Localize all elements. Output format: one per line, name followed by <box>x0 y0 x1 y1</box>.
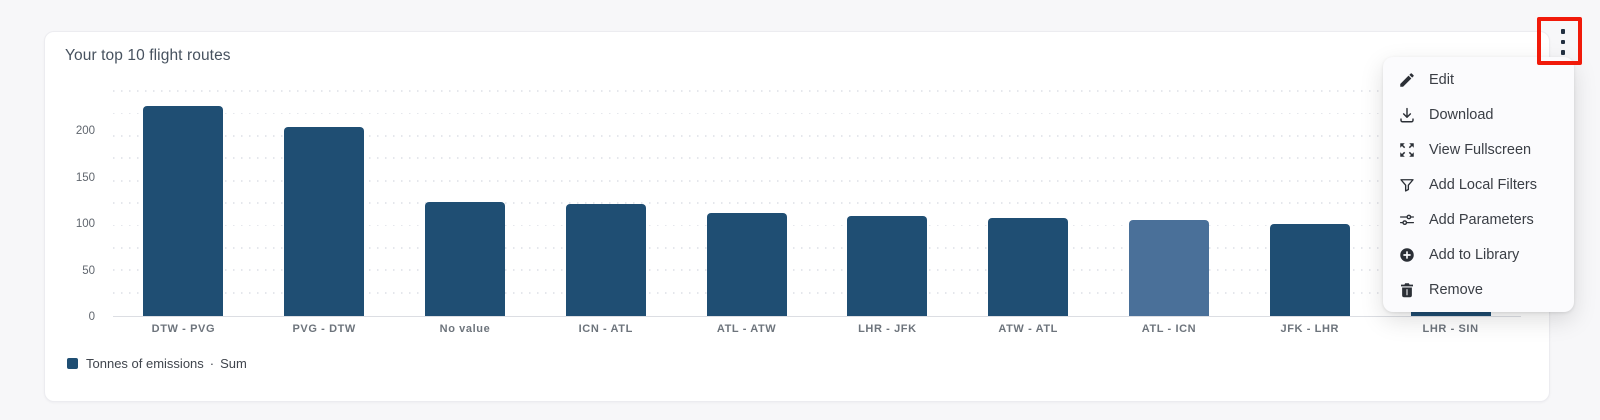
chart-card: Your top 10 flight routes 0 50 100 150 200 D… <box>44 31 1550 402</box>
menu-item-remove[interactable]: Remove <box>1383 272 1574 307</box>
bar-atl-atw[interactable] <box>706 212 787 316</box>
fullscreen-expand-icon <box>1398 141 1416 159</box>
trash-icon <box>1398 281 1416 299</box>
add-circle-icon <box>1398 246 1416 264</box>
context-menu: Edit Download View Fullscreen Add Local Fil… <box>1383 57 1574 312</box>
kebab-menu-icon <box>1560 29 1566 34</box>
bar-slot <box>817 91 958 316</box>
legend-marker-icon <box>67 358 78 369</box>
chart-title: Your top 10 flight routes <box>65 47 231 64</box>
filter-funnel-icon <box>1398 176 1416 194</box>
y-axis: 0 50 100 150 200 <box>45 91 103 323</box>
bar-series <box>113 91 1521 316</box>
legend-aggregation: Sum <box>220 356 247 371</box>
y-axis-tick: 200 <box>75 125 95 137</box>
sliders-icon <box>1398 211 1416 229</box>
bar-slot <box>395 91 536 316</box>
x-axis-label: PVG - DTW <box>292 323 356 335</box>
edit-pencil-icon <box>1398 71 1416 89</box>
menu-item-label: View Fullscreen <box>1429 141 1532 158</box>
y-axis-tick: 50 <box>82 264 95 277</box>
x-axis-label: ATW - ATL <box>998 323 1058 335</box>
menu-item-download[interactable]: Download <box>1383 97 1574 132</box>
x-axis-label: LHR - JFK <box>858 323 917 335</box>
x-axis: DTW - PVG PVG - DTW No value ICN - ATL ATL -… <box>113 323 1521 335</box>
bar-slot <box>676 91 817 316</box>
bar-slot <box>254 91 395 316</box>
legend-separator: · <box>209 356 215 371</box>
bar-icn-atl[interactable] <box>565 204 646 316</box>
bar-jfk-lhr[interactable] <box>1269 223 1350 316</box>
kebab-menu-button[interactable] <box>1549 22 1577 62</box>
y-axis-tick: 0 <box>88 311 95 323</box>
menu-item-label: Add to Library <box>1429 246 1520 263</box>
menu-item-add-local-filters[interactable]: Add Local Filters <box>1383 167 1574 202</box>
legend-label: Tonnes of emissions · Sum <box>86 356 247 371</box>
bar-slot <box>535 91 676 316</box>
bar-dtw-pvg[interactable] <box>143 105 224 316</box>
bar-slot <box>1099 91 1240 316</box>
x-axis-label: ATL - ATW <box>716 323 777 335</box>
menu-item-label: Remove <box>1429 281 1483 298</box>
x-axis-label: LHR - SIN <box>1422 323 1479 335</box>
bar-atw-atl[interactable] <box>988 218 1069 316</box>
y-axis-tick: 150 <box>75 171 95 184</box>
menu-item-edit[interactable]: Edit <box>1383 62 1574 97</box>
bar-slot <box>113 91 254 316</box>
x-axis-label: ICN - ATL <box>578 323 633 335</box>
bar-slot <box>1239 91 1380 316</box>
menu-item-add-parameters[interactable]: Add Parameters <box>1383 202 1574 237</box>
menu-item-view-fullscreen[interactable]: View Fullscreen <box>1383 132 1574 167</box>
bar-pvg-dtw[interactable] <box>284 127 365 316</box>
x-axis-label: ATL - ICN <box>1141 323 1197 335</box>
x-axis-label: DTW - PVG <box>151 323 216 335</box>
menu-item-label: Add Local Filters <box>1429 176 1537 193</box>
x-axis-label: JFK - LHR <box>1280 323 1340 335</box>
download-icon <box>1398 106 1416 124</box>
bar-atl-icn[interactable] <box>1128 220 1209 316</box>
plot-area <box>113 90 1521 317</box>
menu-item-label: Add Parameters <box>1429 211 1534 228</box>
legend-series-label: Tonnes of emissions <box>86 356 204 371</box>
y-axis-tick: 100 <box>75 218 95 230</box>
menu-item-add-to-library[interactable]: Add to Library <box>1383 237 1574 272</box>
x-axis-label: No value <box>439 323 491 335</box>
bar-slot <box>958 91 1099 316</box>
menu-item-label: Download <box>1429 106 1494 123</box>
legend-item[interactable]: Tonnes of emissions · Sum <box>67 356 247 371</box>
bar-novalue[interactable] <box>424 201 505 316</box>
bar-lhr-jfk[interactable] <box>847 215 928 316</box>
menu-item-label: Edit <box>1429 71 1454 88</box>
